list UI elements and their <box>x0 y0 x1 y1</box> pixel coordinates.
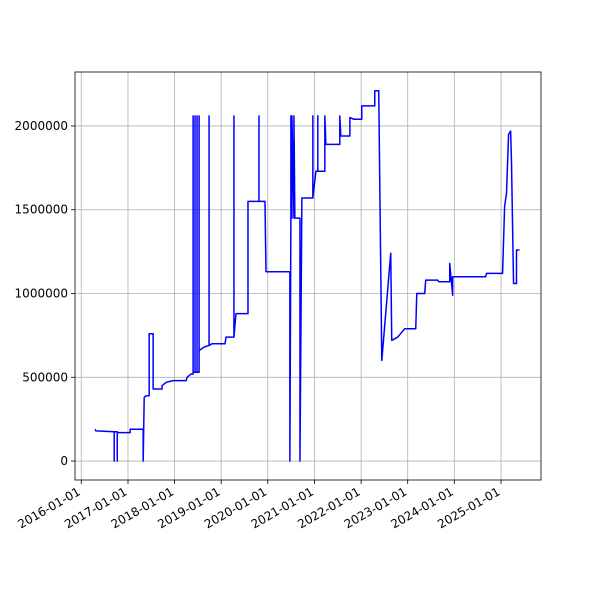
y-tick-label: 500000 <box>22 370 68 384</box>
data-line <box>94 90 520 462</box>
y-tick-label: 1000000 <box>15 287 68 301</box>
y-tick-label: 2000000 <box>15 119 68 133</box>
y-tick-label: 0 <box>60 454 68 468</box>
plot-frame <box>74 71 542 481</box>
y-tick-label: 1500000 <box>15 203 68 217</box>
